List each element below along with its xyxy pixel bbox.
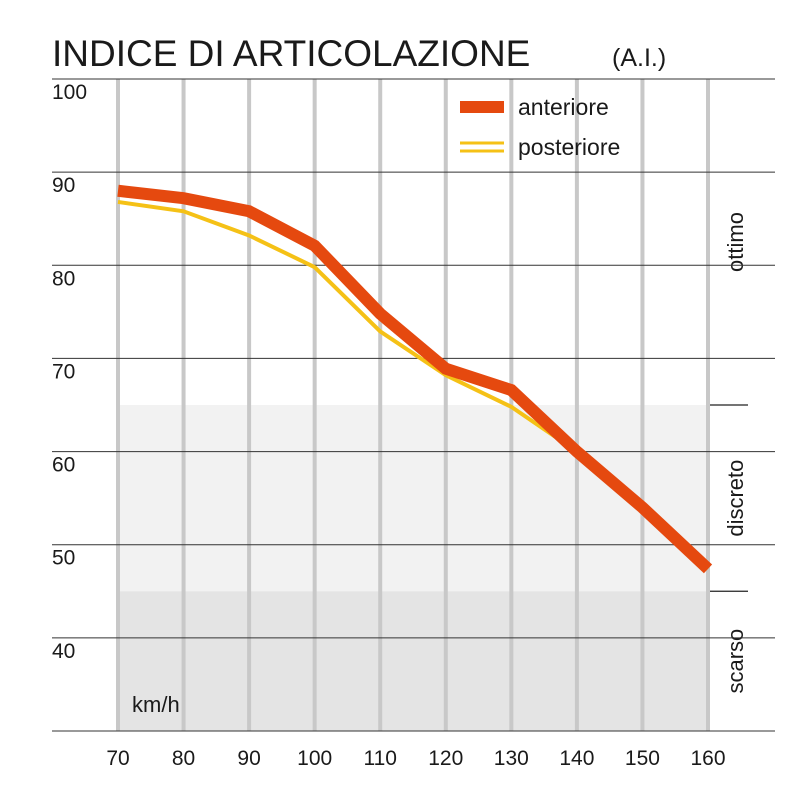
x-tick-label: 150 [625, 747, 660, 770]
legend-label: posteriore [518, 134, 620, 160]
y-tick-label: 70 [52, 360, 75, 383]
legend-swatch [460, 101, 504, 113]
y-tick-label: 90 [52, 174, 75, 197]
y-tick-label: 100 [52, 81, 87, 104]
x-tick-label: 160 [690, 747, 725, 770]
x-tick-label: 130 [494, 747, 529, 770]
band [118, 405, 708, 592]
chart-title: INDICE DI ARTICOLAZIONE [52, 33, 530, 74]
x-tick-label: 70 [106, 747, 129, 770]
y-tick-label: 50 [52, 547, 75, 570]
legend-label: anteriore [518, 94, 609, 120]
x-tick-label: 80 [172, 747, 195, 770]
x-tick-label: 110 [363, 747, 396, 770]
band [118, 591, 708, 731]
band [118, 79, 708, 405]
band-label: scarso [723, 629, 748, 694]
x-tick-label: 100 [297, 747, 332, 770]
x-tick-label: 120 [428, 747, 463, 770]
y-tick-label: 60 [52, 454, 75, 477]
band-label: discreto [723, 460, 748, 537]
x-tick-label: 90 [237, 747, 260, 770]
x-axis-label: km/h [132, 692, 180, 717]
y-tick-label: 80 [52, 267, 75, 290]
chart-subtitle: (A.I.) [612, 44, 666, 72]
band-label: ottimo [723, 212, 748, 272]
x-tick-label: 140 [559, 747, 594, 770]
y-tick-label: 40 [52, 640, 75, 663]
series-line [117, 184, 713, 574]
